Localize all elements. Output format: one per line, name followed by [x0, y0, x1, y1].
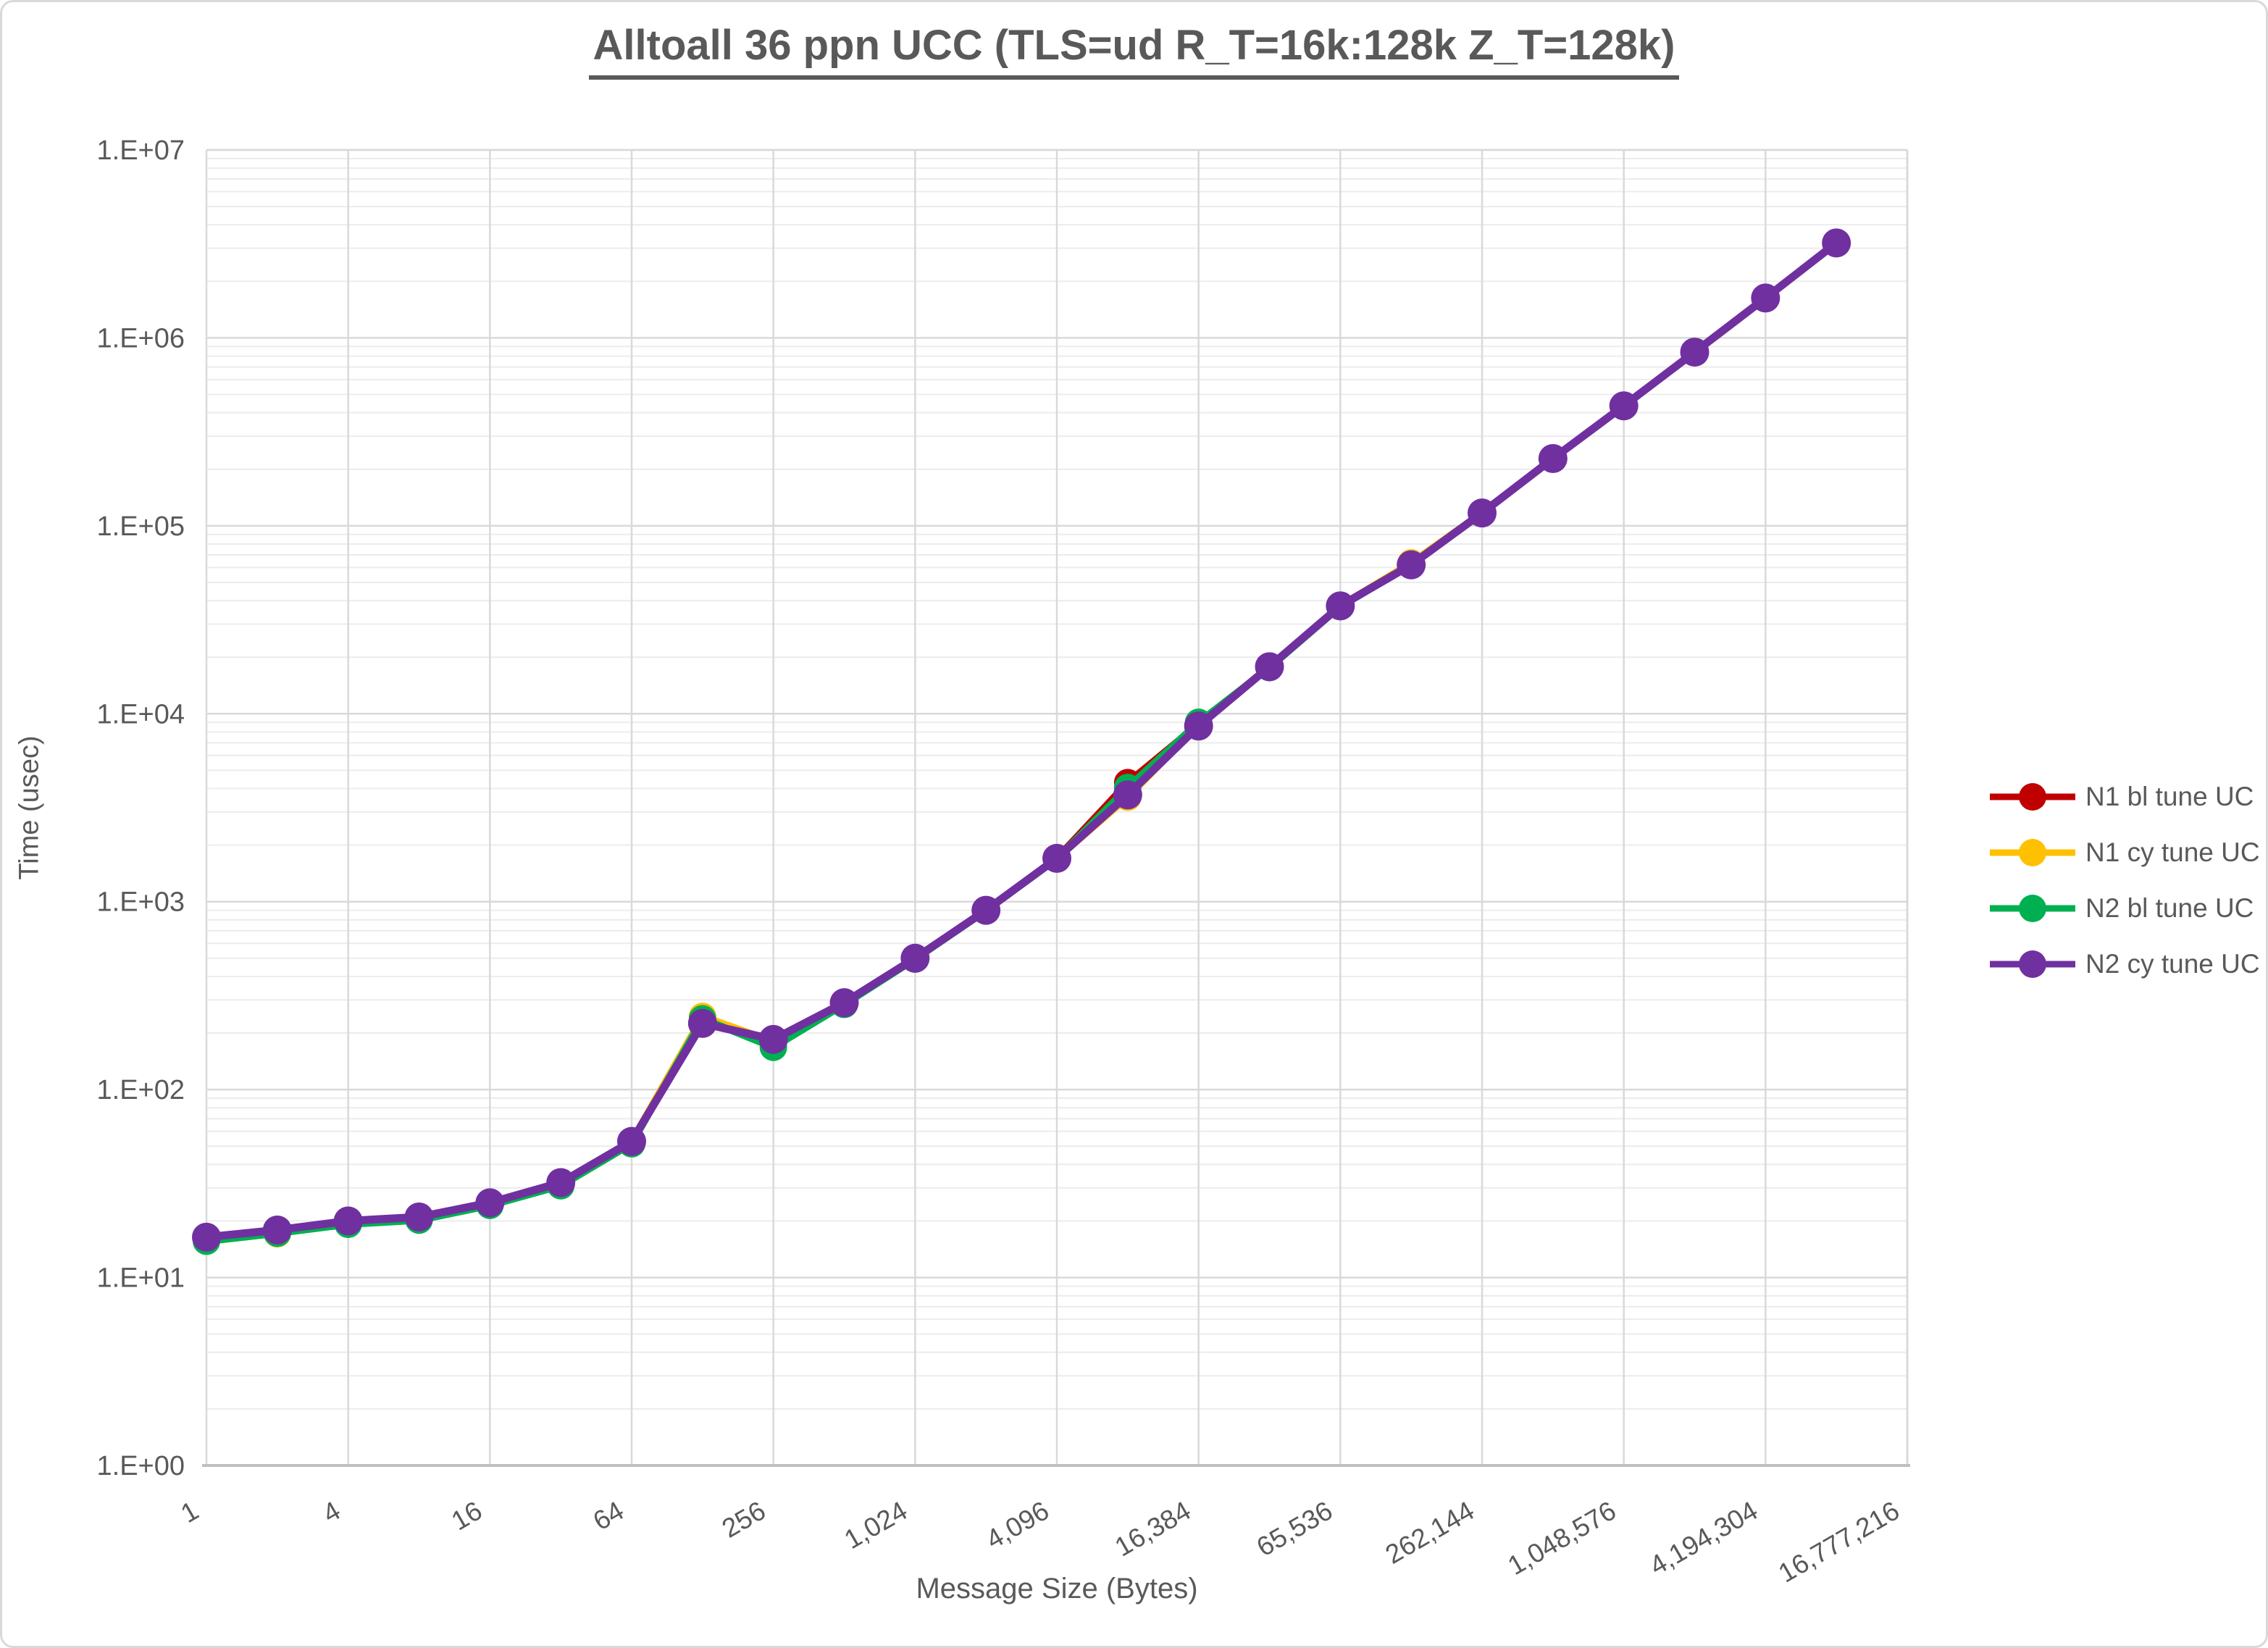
- data-point: [1042, 843, 1071, 873]
- data-point: [900, 943, 930, 973]
- data-point: [475, 1188, 505, 1218]
- data-point: [1538, 443, 1568, 473]
- x-tick-label: 1: [176, 1495, 204, 1528]
- data-point: [1326, 591, 1355, 621]
- x-tick-label: 16,384: [1110, 1495, 1196, 1562]
- data-point: [1751, 283, 1780, 313]
- data-point: [617, 1126, 646, 1156]
- x-tick-label: 1,048,576: [1503, 1495, 1621, 1581]
- y-tick-label: 1.E+04: [97, 699, 185, 729]
- legend-marker-icon: [1990, 838, 2075, 866]
- data-point: [1255, 652, 1284, 682]
- series-line-n2-cy-tune-uc: [202, 238, 1841, 1242]
- y-tick-label: 1.E+06: [97, 323, 185, 354]
- y-tick-label: 1.E+05: [97, 511, 185, 542]
- y-tick-label: 1.E+01: [97, 1263, 185, 1294]
- x-tick-label: 65,536: [1252, 1495, 1338, 1562]
- legend-marker-icon: [1990, 894, 2075, 922]
- legend-label: N1 bl tune UC: [2085, 781, 2254, 811]
- legend: N1 bl tune UC N1 cy tune UC N2 bl tune UC N…: [1988, 769, 2260, 992]
- data-point: [546, 1168, 576, 1197]
- y-axis-title: Time (usec): [14, 735, 45, 880]
- legend-label: N1 cy tune UC: [2085, 837, 2260, 867]
- x-tick-label: 262,144: [1381, 1495, 1479, 1569]
- x-tick-label: 1,024: [840, 1495, 913, 1555]
- legend-item-n2-cy-tune-uc[interactable]: N2 cy tune UC: [1988, 936, 2260, 992]
- legend-item-n1-bl-tune-uc[interactable]: N1 bl tune UC: [1988, 769, 2260, 824]
- x-tick-label: 4,194,304: [1644, 1495, 1762, 1581]
- data-point: [1113, 780, 1142, 810]
- data-point: [262, 1215, 292, 1245]
- legend-marker-icon: [1990, 950, 2075, 978]
- data-point: [687, 1008, 717, 1038]
- legend-marker-icon: [1990, 782, 2075, 811]
- data-point: [758, 1024, 788, 1054]
- y-tick-label: 1.E+03: [97, 887, 185, 918]
- data-point: [1184, 711, 1213, 741]
- chart-title: Alltoall 36 ppn UCC (TLS=ud R_T=16k:128k…: [2, 21, 2266, 80]
- data-point: [971, 895, 1001, 925]
- legend-label: N2 cy tune UC: [2085, 948, 2260, 979]
- series-line-n1-cy-tune-uc: [203, 239, 1841, 1241]
- y-tick-label: 1.E+00: [97, 1451, 185, 1481]
- data-point: [192, 1222, 221, 1252]
- x-tick-label: 64: [588, 1495, 629, 1536]
- data-point: [1822, 228, 1851, 258]
- data-point: [1609, 391, 1639, 421]
- x-tick-label: 256: [717, 1495, 771, 1543]
- data-point: [829, 988, 859, 1018]
- x-tick-label: 4: [317, 1495, 345, 1528]
- y-tick-label: 1.E+02: [97, 1075, 185, 1105]
- data-point: [333, 1206, 363, 1236]
- x-axis-title: Message Size (Bytes): [916, 1573, 1198, 1605]
- series-line-n1-bl-tune-uc: [203, 239, 1841, 1241]
- y-tick-label: 1.E+07: [97, 135, 185, 166]
- data-point: [1468, 498, 1497, 528]
- series-line-n2-bl-tune-uc: [203, 239, 1841, 1245]
- x-tick-label: 16: [446, 1495, 487, 1536]
- legend-item-n2-bl-tune-uc[interactable]: N2 bl tune UC: [1988, 880, 2260, 936]
- data-point: [1397, 550, 1426, 580]
- legend-item-n1-cy-tune-uc[interactable]: N1 cy tune UC: [1988, 824, 2260, 880]
- data-point: [404, 1202, 434, 1231]
- chart-title-text: Alltoall 36 ppn UCC (TLS=ud R_T=16k:128k…: [588, 21, 1680, 80]
- legend-label: N2 bl tune UC: [2085, 892, 2254, 923]
- x-tick-label: 16,777,216: [1773, 1495, 1904, 1588]
- data-point: [1680, 338, 1710, 367]
- x-tick-label: 4,096: [981, 1495, 1054, 1555]
